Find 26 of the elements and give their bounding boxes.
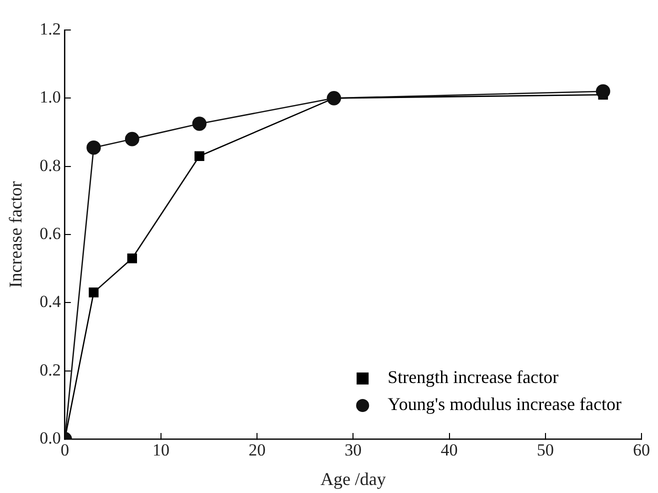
point — [192, 116, 207, 131]
legend-label: Young's modulus increase factor — [388, 394, 622, 414]
x-tick-label: 20 — [248, 440, 266, 460]
x-tick-label: 10 — [152, 440, 170, 460]
point — [86, 140, 101, 155]
x-tick-label: 40 — [440, 440, 458, 460]
point — [124, 132, 140, 146]
point — [88, 288, 99, 298]
legend-label: Strength increase factor — [388, 367, 559, 388]
y-tick-label: 0.2 — [40, 360, 61, 380]
y-axis-title: Increase factor — [6, 181, 26, 288]
point — [596, 84, 610, 98]
y-tick-label: 0.4 — [40, 292, 62, 312]
y-tick-label: 0.6 — [40, 224, 61, 243]
y-tick-label: 1.2 — [40, 19, 61, 38]
x-tick-label: 30 — [344, 440, 362, 460]
y-tick-label: 1.0 — [40, 88, 61, 107]
x-tick-label: 50 — [536, 440, 554, 460]
point — [326, 91, 342, 106]
x-tick-label: 60 — [633, 440, 650, 460]
y-tick-label: 0.8 — [40, 156, 61, 175]
x-tick-label: 0 — [60, 440, 70, 460]
y-tick-label: 0.0 — [40, 428, 61, 448]
x-axis-title: Age /day — [320, 468, 386, 489]
point — [127, 253, 138, 264]
point — [194, 151, 204, 161]
